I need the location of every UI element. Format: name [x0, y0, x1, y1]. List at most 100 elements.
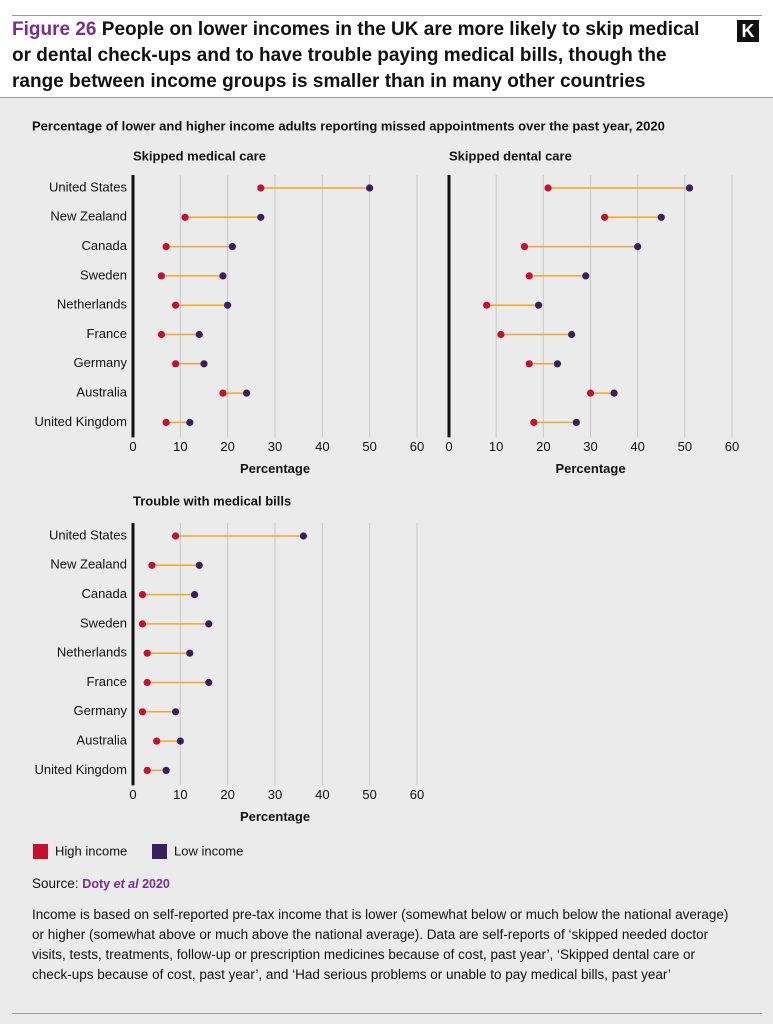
dot [299, 532, 307, 540]
citation-year: 2020 [142, 877, 170, 891]
x-tick-label: 30 [583, 439, 597, 454]
title-text: People on lower incomes in the UK are mo… [12, 19, 700, 92]
dot [219, 272, 227, 280]
dot [162, 418, 170, 426]
chart-title: Skipped medical care [133, 148, 266, 163]
x-tick-label: 20 [536, 439, 550, 454]
header: Figure 26 People on lower incomes in the… [0, 0, 773, 98]
dot [157, 272, 165, 280]
x-tick-label: 60 [410, 787, 424, 802]
citation-etal: et al [113, 877, 139, 891]
x-tick-label: 20 [220, 787, 234, 802]
dot [153, 737, 161, 745]
dot [205, 678, 213, 687]
dot [553, 360, 562, 368]
x-tick-label: 40 [315, 787, 329, 802]
dot [143, 766, 151, 775]
dot [257, 184, 265, 192]
dot [172, 301, 180, 309]
dot [148, 561, 156, 569]
dot [200, 360, 208, 368]
dot [172, 360, 180, 368]
category-label: Netherlands [57, 297, 128, 312]
dot [186, 649, 194, 657]
x-tick-label: 0 [129, 439, 136, 454]
x-tick-label: 50 [362, 439, 376, 454]
citation[interactable]: Doty et al 2020 [82, 877, 170, 891]
dot [195, 561, 203, 569]
x-tick-label: 0 [445, 439, 452, 454]
x-tick-label: 50 [678, 439, 692, 454]
dot [181, 213, 189, 221]
source-label: Source: [32, 876, 79, 891]
dot [544, 184, 552, 192]
category-label: Sweden [80, 615, 127, 630]
dot [582, 272, 590, 280]
dot [530, 418, 538, 426]
dot [138, 620, 147, 628]
rule [12, 15, 762, 16]
x-axis-label: Percentage [555, 461, 625, 476]
x-tick-label: 20 [220, 439, 234, 454]
dot [366, 184, 374, 192]
x-tick-label: 10 [173, 787, 187, 802]
dot [228, 243, 236, 251]
dot [243, 389, 251, 397]
dot [685, 184, 694, 192]
category-label: Germany [74, 703, 128, 718]
category-label: Sweden [80, 267, 127, 282]
dot [586, 389, 595, 397]
x-tick-label: 40 [630, 439, 644, 454]
category-label: Germany [74, 355, 128, 370]
x-axis-label: Percentage [240, 809, 310, 824]
citation-author: Doty [82, 877, 111, 891]
dot [186, 418, 194, 426]
dot [172, 532, 180, 540]
category-label: New Zealand [50, 557, 127, 572]
dot [224, 301, 232, 309]
x-axis-label: Percentage [240, 461, 310, 476]
dot [525, 360, 533, 368]
figure-label: Figure 26 [12, 19, 97, 40]
category-label: France [87, 674, 127, 689]
dot [610, 389, 618, 397]
dot [497, 330, 505, 339]
dot [172, 708, 180, 716]
legend-swatch [33, 844, 48, 859]
dot [143, 678, 151, 687]
x-tick-label: 60 [725, 439, 739, 454]
dot [657, 213, 665, 221]
dot [568, 330, 576, 339]
dot [138, 708, 147, 716]
x-tick-label: 50 [362, 787, 376, 802]
dot [525, 272, 533, 280]
x-tick-label: 0 [129, 787, 136, 802]
dot [205, 620, 213, 628]
dot [143, 649, 151, 657]
legend-label: Low income [174, 843, 243, 858]
category-label: United Kingdom [35, 762, 128, 777]
notes: Income is based on self-reported pre-tax… [32, 907, 729, 982]
x-tick-label: 30 [268, 787, 282, 802]
dot [157, 330, 165, 339]
dot [535, 301, 543, 309]
dot [162, 766, 170, 775]
category-label: Canada [81, 586, 127, 601]
dot [601, 213, 609, 221]
rule [12, 1013, 762, 1014]
dot [195, 330, 203, 339]
logo: K [737, 20, 759, 42]
dot [257, 213, 265, 221]
dot [520, 243, 529, 251]
chart-title: Skipped dental care [449, 148, 572, 163]
chart-title: Trouble with medical bills [133, 493, 291, 508]
dot [634, 243, 642, 251]
subtitle: Percentage of lower and higher income ad… [32, 118, 665, 133]
category-label: United States [49, 179, 128, 194]
category-label: Canada [81, 238, 127, 253]
dot [176, 737, 184, 745]
dot [219, 389, 227, 397]
category-label: Netherlands [57, 645, 128, 660]
x-tick-label: 60 [410, 439, 424, 454]
